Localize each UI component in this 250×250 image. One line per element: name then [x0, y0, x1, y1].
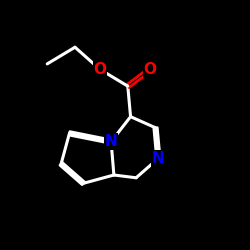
- Text: N: N: [105, 134, 118, 149]
- Text: N: N: [152, 151, 165, 166]
- Text: O: O: [94, 62, 106, 77]
- Text: O: O: [144, 62, 156, 77]
